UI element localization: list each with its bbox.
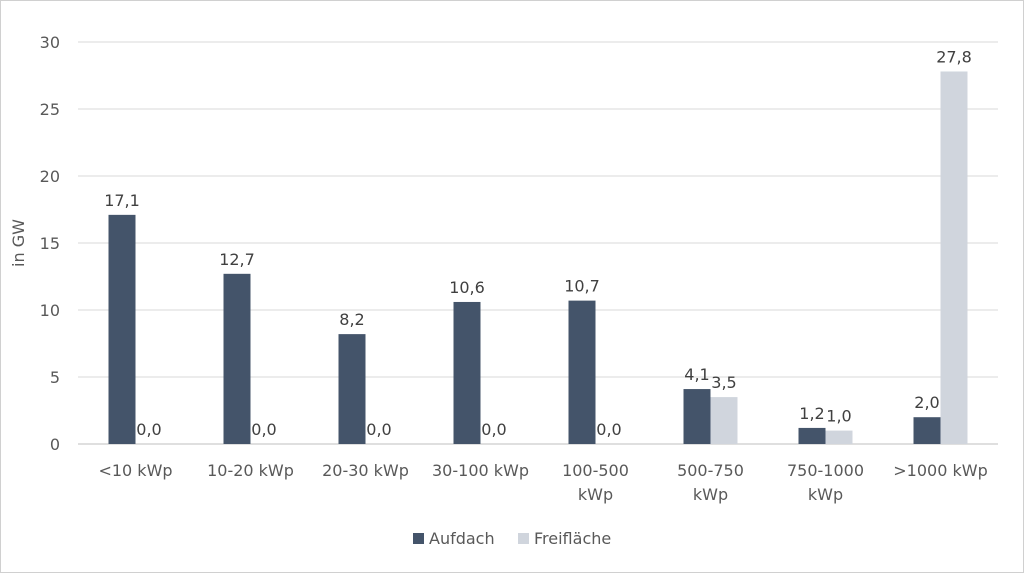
bar-aufdach <box>913 417 941 444</box>
y-axis-label: in GW <box>9 219 28 267</box>
bar-aufdach <box>798 427 826 444</box>
y-tick-label: 20 <box>40 167 60 186</box>
data-label: 10,6 <box>449 278 485 297</box>
bar-aufdach <box>108 214 136 444</box>
legend-label: Aufdach <box>429 529 495 548</box>
bar-aufdach <box>338 334 366 444</box>
data-label: 0,0 <box>366 420 391 439</box>
data-labels: 17,1 0,0 12,7 0,0 8,2 0,0 10,6 0,0 10,7 0,0 4,1 3,5… <box>104 47 972 439</box>
y-tick-label: 15 <box>40 234 60 253</box>
x-category-label: <10 kWp <box>98 461 172 480</box>
x-category-label: 10-20 kWp <box>207 461 294 480</box>
bar-aufdach <box>683 389 711 444</box>
y-tick-label: 30 <box>40 33 60 52</box>
legend-swatch <box>518 533 529 544</box>
bar-freiflaeche <box>710 397 738 444</box>
data-label: 0,0 <box>136 420 161 439</box>
data-label: 27,8 <box>936 47 972 66</box>
data-label: 17,1 <box>104 191 140 210</box>
x-category-label: kWp <box>693 485 728 504</box>
data-label: 10,7 <box>564 277 600 296</box>
bars <box>108 71 968 444</box>
bar-aufdach <box>223 273 251 444</box>
data-label: 12,7 <box>219 250 255 269</box>
data-label: 1,2 <box>799 404 824 423</box>
bar-aufdach <box>453 301 481 444</box>
gridlines <box>78 41 998 445</box>
data-label: 3,5 <box>711 373 736 392</box>
y-tick-label: 25 <box>40 100 60 119</box>
x-category-label: 750-1000 <box>787 461 864 480</box>
y-tick-label: 5 <box>50 368 60 387</box>
legend: Aufdach Freifläche <box>413 529 611 548</box>
data-label: 0,0 <box>251 420 276 439</box>
x-category-label: 100-500 <box>562 461 629 480</box>
y-axis-ticks: 0 5 10 15 20 25 30 <box>40 33 60 454</box>
legend-swatch <box>413 533 424 544</box>
bar-freiflaeche <box>825 430 853 444</box>
data-label: 4,1 <box>684 365 709 384</box>
y-tick-label: 10 <box>40 301 60 320</box>
data-label: 1,0 <box>826 407 851 426</box>
data-label: 8,2 <box>339 310 364 329</box>
x-category-label: >1000 kWp <box>893 461 987 480</box>
x-category-label: 20-30 kWp <box>322 461 409 480</box>
bar-aufdach <box>568 300 596 444</box>
y-tick-label: 0 <box>50 435 60 454</box>
data-label: 2,0 <box>914 393 939 412</box>
x-category-label: kWp <box>808 485 843 504</box>
bar-freiflaeche <box>940 71 968 444</box>
data-label: 0,0 <box>481 420 506 439</box>
x-axis-categories: <10 kWp 10-20 kWp 20-30 kWp 30-100 kWp 100-5… <box>98 461 987 504</box>
x-category-label: 30-100 kWp <box>432 461 529 480</box>
legend-label: Freifläche <box>534 529 611 548</box>
x-category-label: 500-750 <box>677 461 744 480</box>
data-label: 0,0 <box>596 420 621 439</box>
x-category-label: kWp <box>578 485 613 504</box>
